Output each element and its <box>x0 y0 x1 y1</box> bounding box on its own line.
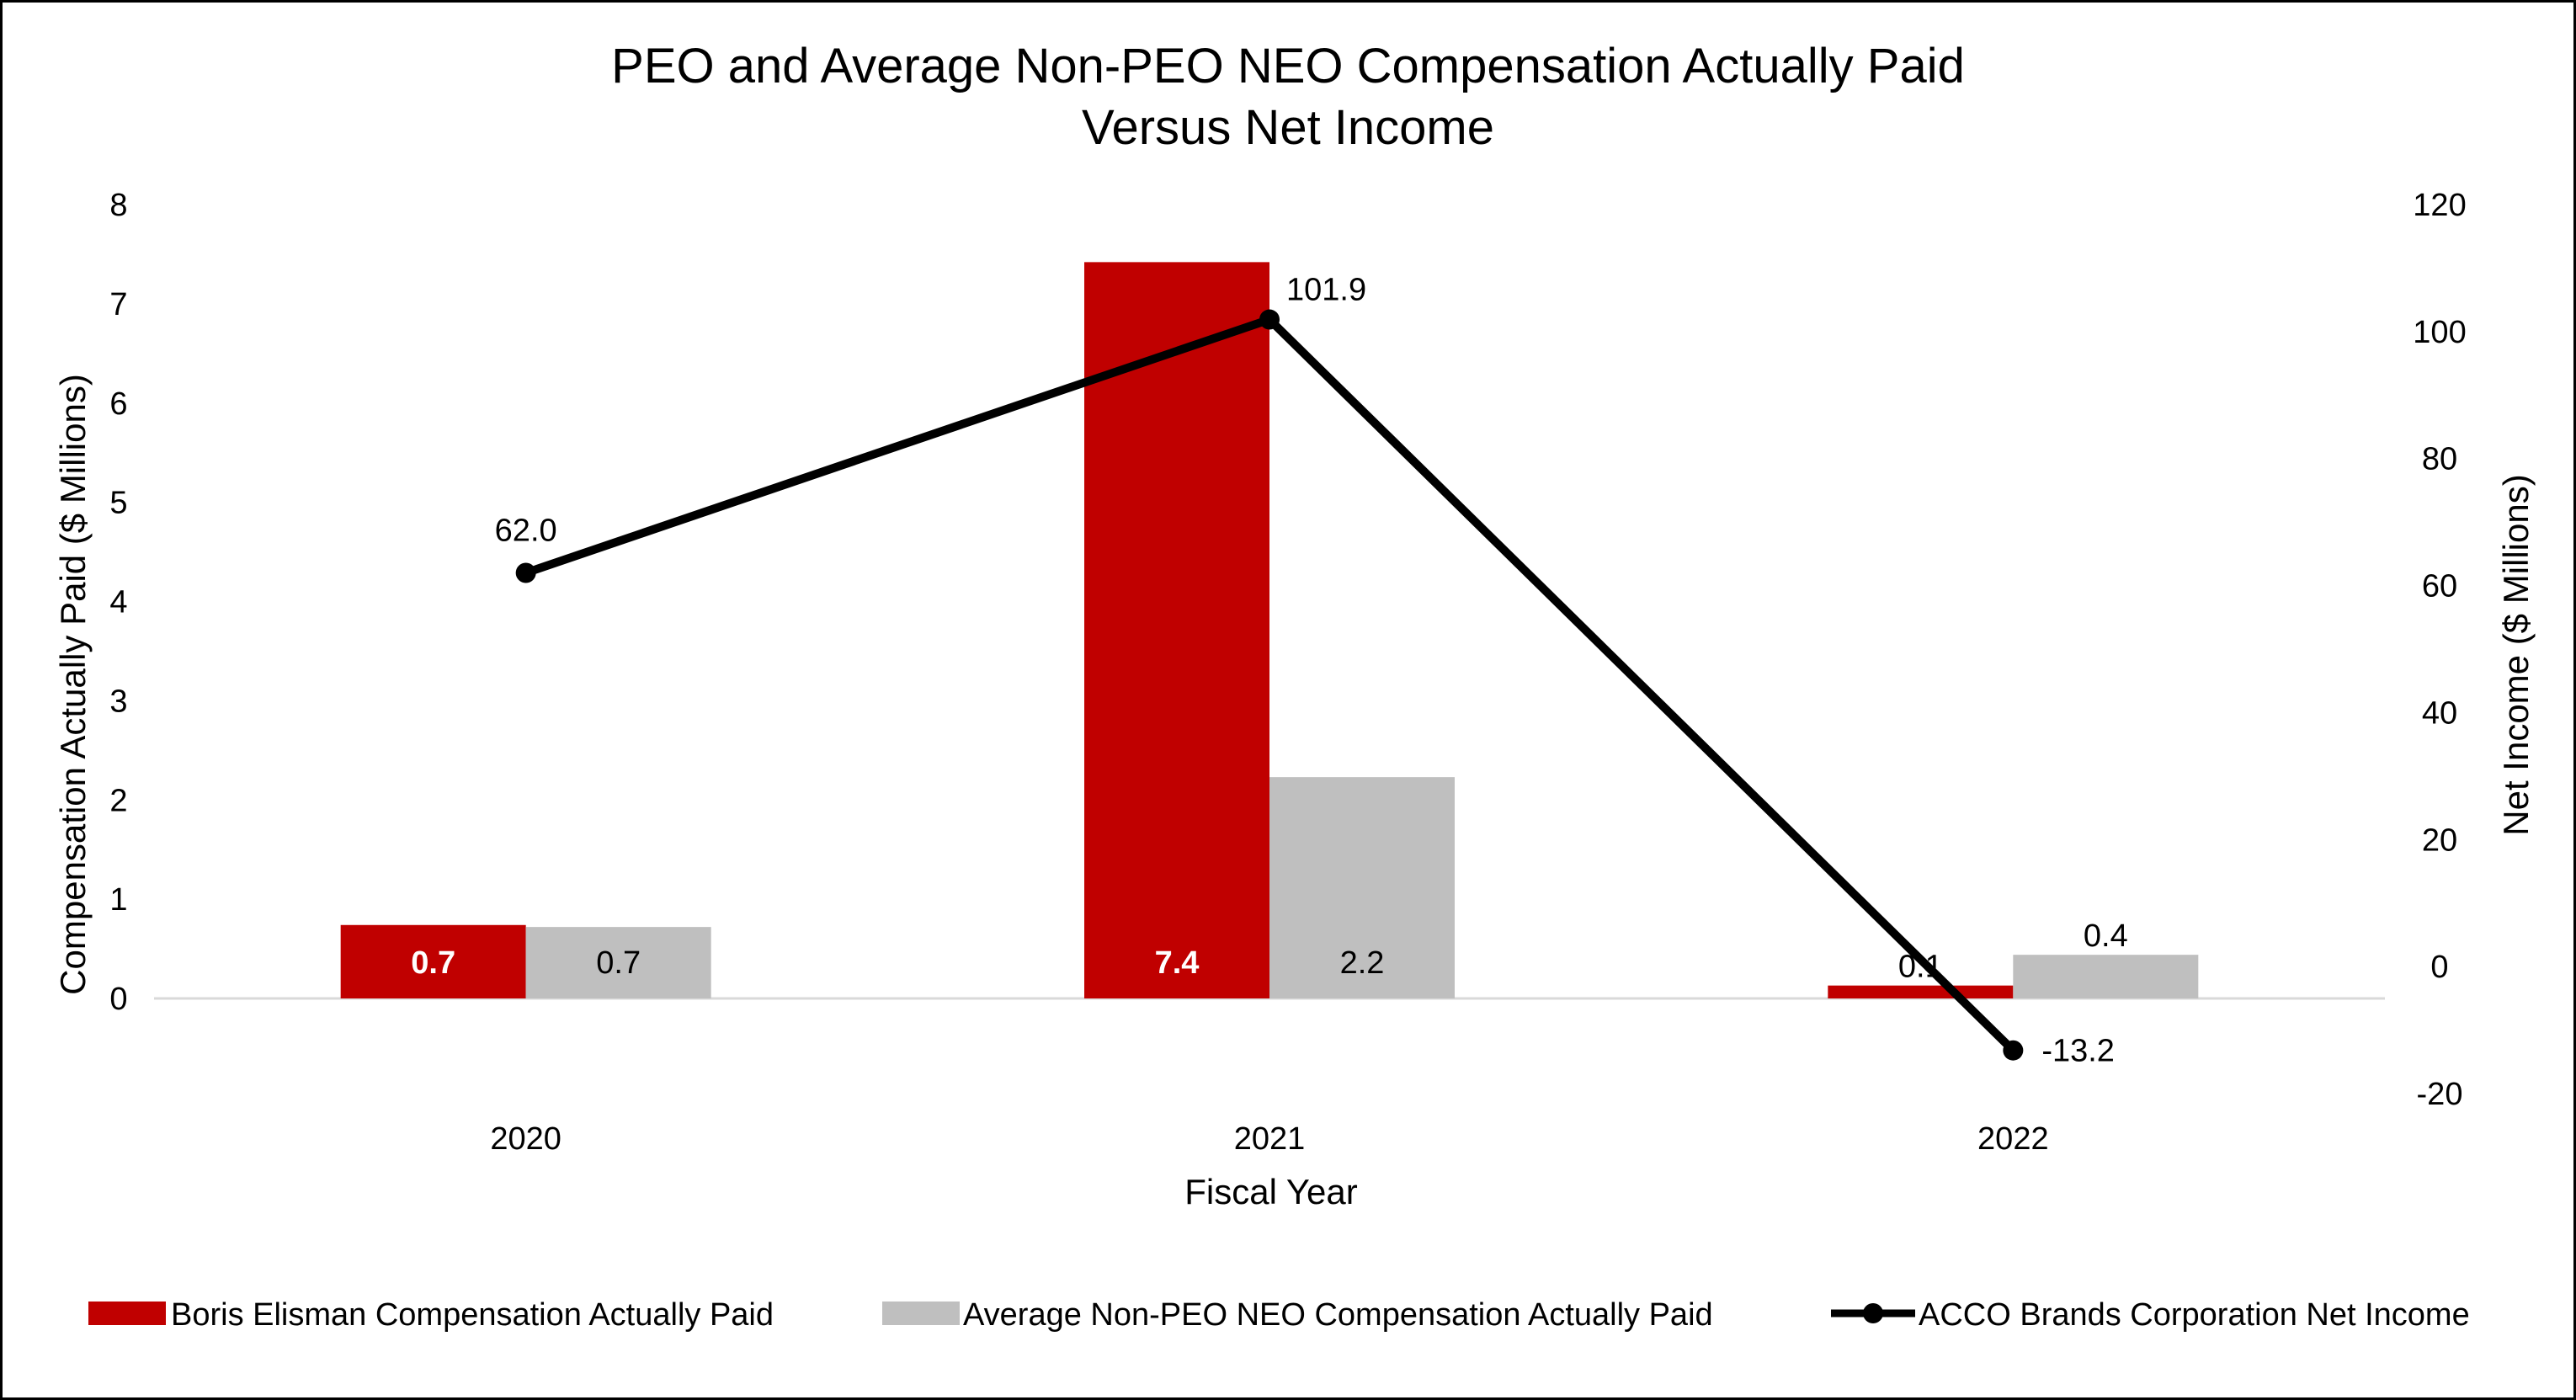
y2-tick-label: -20 <box>2417 1077 2463 1112</box>
legend-swatch-1 <box>88 1302 166 1325</box>
legend-label-3: ACCO Brands Corporation Net Income <box>1919 1297 2470 1333</box>
chart-title: PEO and Average Non-PEO NEO Compensation… <box>611 39 1965 93</box>
y2-tick-label: 0 <box>2430 950 2448 985</box>
y-tick-label: 1 <box>109 882 127 918</box>
data-label: 0.4 <box>2084 918 2128 954</box>
bar-2020-series-1 <box>340 924 526 998</box>
x-tick-label: 2020 <box>490 1121 562 1157</box>
data-label: 2.2 <box>1340 945 1385 981</box>
y-tick-label: 8 <box>109 188 127 223</box>
x-axis-title: Fiscal Year <box>1184 1172 1357 1211</box>
plot-area: 0 1 2 3 4 5 6 7 8 -20 0 20 40 60 80 100 120 2020 2021 2022 0… <box>109 188 2466 1157</box>
y2-tick-label: 80 <box>2422 442 2457 477</box>
y-tick-label: 7 <box>109 287 127 322</box>
legend-swatch-2 <box>882 1302 960 1325</box>
legend-label-1: Boris Elisman Compensation Actually Paid <box>171 1297 774 1333</box>
legend-label-2: Average Non-PEO NEO Compensation Actuall… <box>963 1297 1713 1333</box>
net-income-point-2022 <box>2003 1040 2024 1061</box>
y2-axis-title: Net Income ($ Millions) <box>2496 474 2536 835</box>
y-axis-title: Compensation Actually Paid ($ Millions) <box>53 374 93 995</box>
x-tick-label: 2022 <box>1977 1121 2049 1157</box>
y-tick-label: 4 <box>109 585 127 620</box>
data-label: 62.0 <box>495 513 557 548</box>
net-income-point-2020 <box>515 562 536 583</box>
bar-2020-series-2 <box>525 927 711 998</box>
data-label: 101.9 <box>1286 273 1366 308</box>
bar-2022-series-2 <box>2013 955 2199 998</box>
y-tick-label: 2 <box>109 783 127 818</box>
y2-tick-label: 120 <box>2413 188 2466 223</box>
chart-subtitle: Versus Net Income <box>1082 100 1494 155</box>
legend: Boris Elisman Compensation Actually Paid… <box>88 1297 2470 1333</box>
y-tick-label: 0 <box>109 982 127 1017</box>
y-tick-label: 6 <box>109 386 127 422</box>
bar-2022-series-1 <box>1828 985 2014 998</box>
data-label: 0.7 <box>596 945 641 981</box>
data-label: 0.7 <box>411 945 455 981</box>
y-tick-label: 3 <box>109 684 127 719</box>
legend-swatch-marker <box>1863 1303 1883 1323</box>
y2-tick-label: 40 <box>2422 695 2457 731</box>
net-income-point-2021 <box>1259 309 1280 330</box>
y2-tick-label: 100 <box>2413 315 2466 350</box>
y-tick-label: 5 <box>109 486 127 521</box>
data-label: -13.2 <box>2041 1034 2115 1069</box>
bar-2021-series-1 <box>1084 262 1269 998</box>
chart-canvas: PEO and Average Non-PEO NEO Compensation… <box>53 39 2536 1333</box>
y2-tick-label: 60 <box>2422 569 2457 604</box>
data-label: 7.4 <box>1155 945 1200 981</box>
x-tick-label: 2021 <box>1234 1121 1306 1157</box>
bar-2021-series-2 <box>1269 777 1455 998</box>
y2-tick-label: 20 <box>2422 822 2457 858</box>
